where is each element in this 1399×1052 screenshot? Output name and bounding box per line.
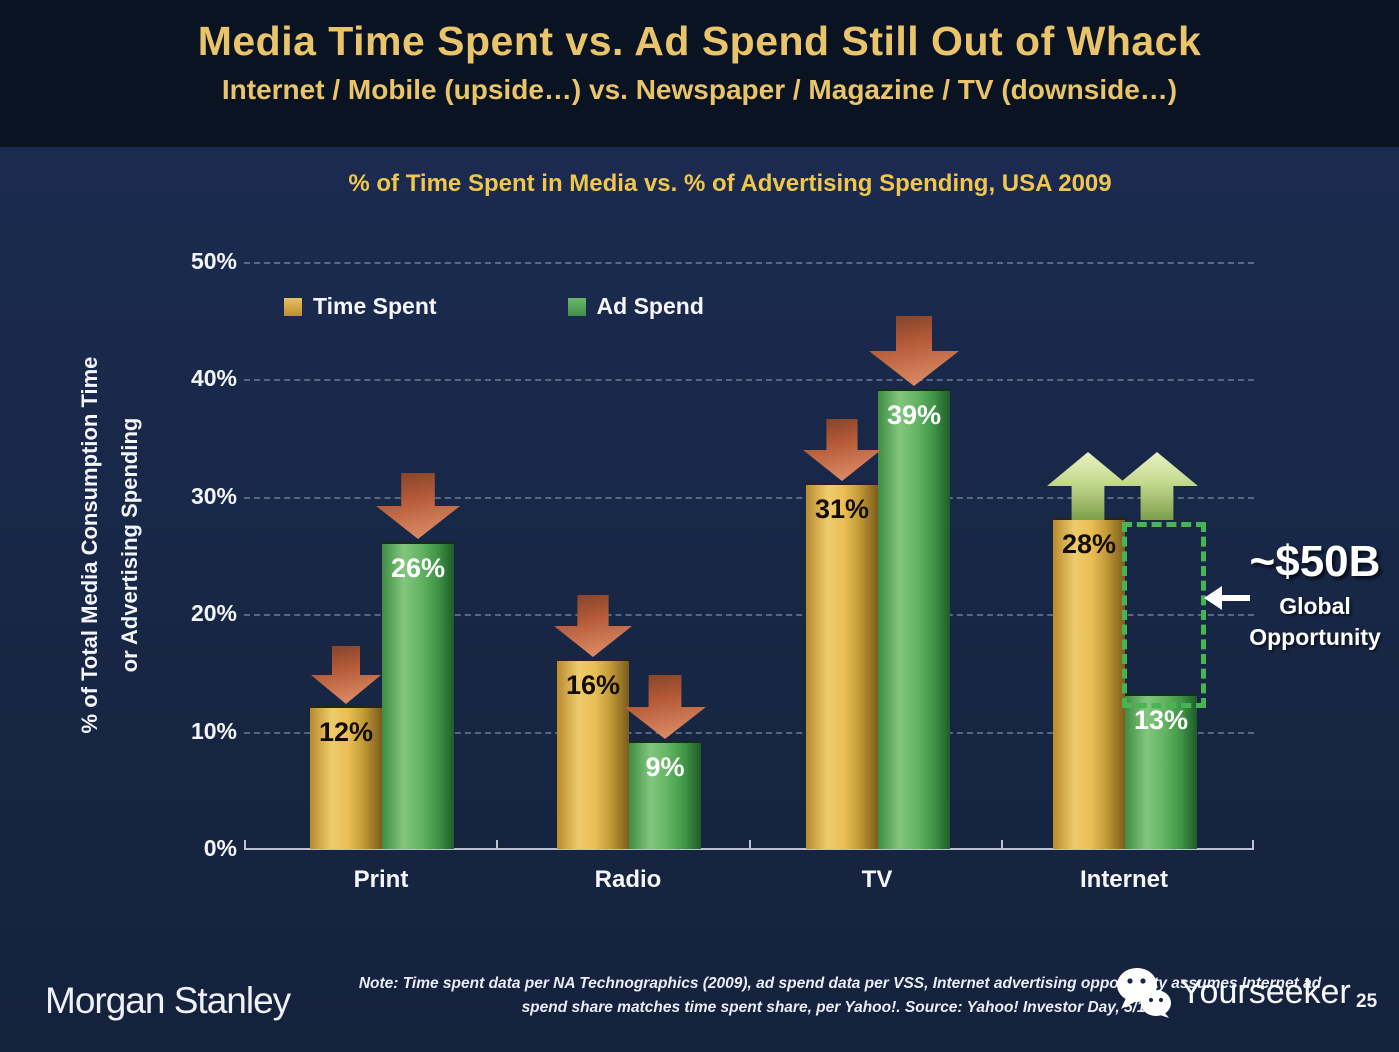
header-band [0, 0, 1399, 147]
x-axis-tick [496, 840, 498, 849]
bar-value-label: 28% [1061, 529, 1117, 559]
y-tick-0: 0% [203, 835, 237, 861]
bar-value-label: 31% [814, 494, 870, 524]
legend: Time Spent Ad Spend [284, 293, 704, 320]
watermark: Yourseeker [1112, 966, 1351, 1018]
bar-print-ad-spend: 26% [382, 542, 454, 849]
down-arrow-icon [869, 316, 959, 386]
x-axis-line [244, 848, 1254, 850]
bar-radio-ad-spend: 9% [629, 741, 701, 849]
y-tick-50: 50% [190, 248, 237, 274]
source-note-line2: spend share matches time spent share, pe… [521, 999, 1159, 1017]
gridline-20 [244, 614, 1254, 616]
y-tick-30: 30% [190, 483, 237, 509]
legend-label-time-spent: Time Spent [313, 293, 437, 319]
x-label-tv: TV [861, 866, 893, 893]
x-axis-tick [1252, 840, 1254, 849]
slide-subtitle: Internet / Mobile (upside…) vs. Newspape… [221, 74, 1178, 105]
bar-tv-time-spent: 31% [806, 483, 878, 849]
bar-value-label: 9% [645, 752, 685, 782]
slide-title: Media Time Spent vs. Ad Spend Still Out … [197, 18, 1202, 64]
bar-tv-ad-spend: 39% [878, 389, 950, 849]
x-axis-tick [749, 840, 751, 849]
gridline-40 [244, 379, 1254, 381]
gridline-30 [244, 497, 1254, 499]
opportunity-label-line2: Opportunity [1249, 624, 1381, 650]
down-arrow-icon [376, 473, 460, 539]
bar-value-label: 12% [318, 717, 374, 747]
left-arrow-icon [1204, 586, 1250, 610]
bar-radio-time-spent: 16% [557, 659, 629, 849]
down-arrow-icon [624, 675, 706, 739]
wechat-icon [1117, 968, 1171, 1018]
bar-internet-time-spent: 28% [1053, 518, 1125, 849]
opportunity-dotted-box [1122, 522, 1206, 708]
opportunity-annotation: ~$50B Global Opportunity [1235, 540, 1395, 651]
opportunity-label-line1: Global [1279, 593, 1351, 619]
down-arrow-icon [803, 419, 881, 481]
morgan-stanley-logo: Morgan Stanley [45, 980, 291, 1021]
opportunity-value: ~$50B [1249, 537, 1381, 586]
y-axis-title-line1: % of Total Media Consumption Time [77, 356, 102, 734]
bar-internet-ad-spend: 13% [1125, 694, 1197, 849]
bar-print-time-spent: 12% [310, 706, 382, 849]
x-label-internet: Internet [1079, 866, 1168, 893]
x-axis-tick [1001, 840, 1003, 849]
source-note: Note: Time spent data per NA Technograph… [318, 972, 1362, 1020]
up-arrow-icon [1116, 452, 1198, 520]
page-number: 25 [1356, 991, 1378, 1012]
legend-label-ad-spend: Ad Spend [596, 293, 704, 319]
chart-title: % of Time Spent in Media vs. % of Advert… [348, 170, 1112, 197]
source-note-line1: Note: Time spent data per NA Technograph… [358, 975, 1322, 992]
gridline-10 [244, 732, 1254, 734]
down-arrow-icon [554, 595, 632, 657]
legend-swatch-time-spent [284, 297, 302, 316]
y-axis-title-line2: or Advertising Spending [116, 417, 142, 673]
x-label-print: Print [353, 866, 409, 893]
bar-value-label: 13% [1133, 705, 1189, 735]
gridline-50 [244, 262, 1254, 264]
x-axis-tick [244, 840, 246, 849]
y-tick-10: 10% [190, 718, 237, 744]
down-arrow-icon [311, 646, 381, 704]
y-tick-20: 20% [190, 600, 237, 626]
y-axis-title: % of Total Media Consumption Time or Adv… [70, 245, 152, 845]
watermark-text: Yourseeker [1180, 972, 1351, 1011]
bar-value-label: 16% [565, 670, 621, 700]
x-label-radio: Radio [594, 866, 662, 893]
y-tick-40: 40% [190, 365, 237, 391]
bar-value-label: 26% [390, 553, 446, 583]
legend-swatch-ad-spend [567, 297, 586, 316]
bar-value-label: 39% [886, 400, 942, 430]
